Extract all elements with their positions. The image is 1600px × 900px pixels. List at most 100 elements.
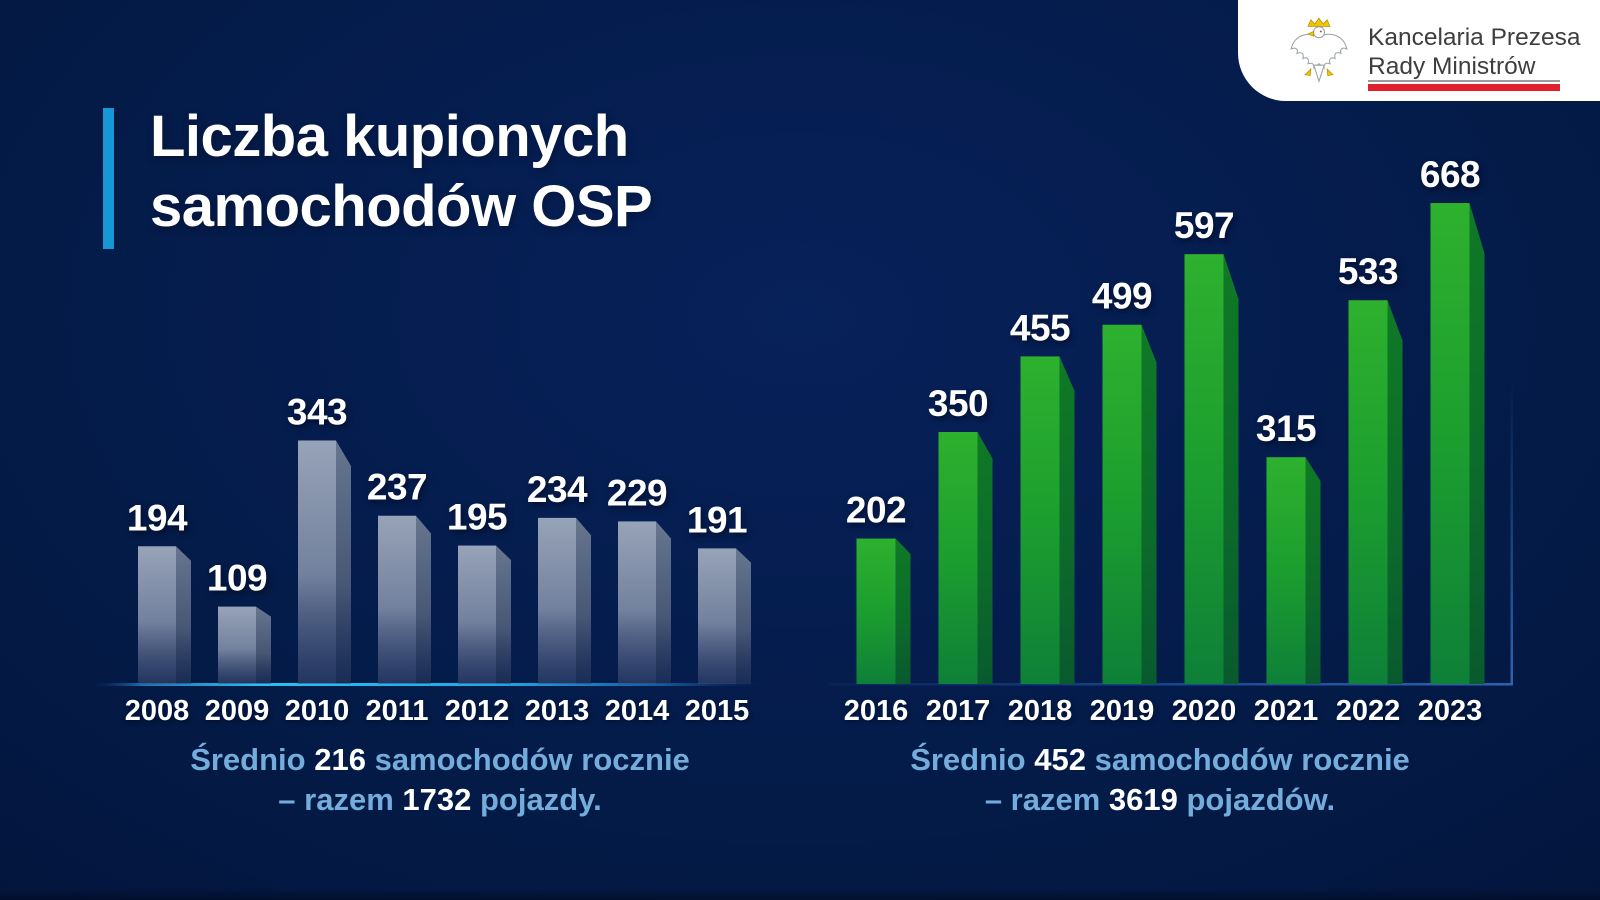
year-label: 2016 <box>844 695 909 727</box>
bar-side-face <box>656 521 671 684</box>
bar-value-label: 229 <box>607 472 667 513</box>
bar <box>218 606 256 684</box>
bar-value-label: 343 <box>287 391 347 432</box>
bar-value-label: 194 <box>127 497 188 538</box>
summary-text: pojazdy. <box>479 782 602 817</box>
bar-value-label: 315 <box>1256 408 1316 449</box>
bar <box>138 546 176 684</box>
summary-right-line1: Średnio 452 samochodów rocznie <box>810 740 1510 780</box>
summary-text: – razem <box>984 782 1101 817</box>
bar <box>1020 356 1060 684</box>
bar <box>938 432 978 684</box>
logo-divider-line <box>1368 80 1560 82</box>
summary-text: pojazdów. <box>1186 782 1336 817</box>
bar-side-face <box>336 440 351 684</box>
summary-right-line2: – razem 3619 pojazdów. <box>810 780 1510 820</box>
year-label: 2018 <box>1008 695 1073 727</box>
bar <box>856 538 896 684</box>
summary-text: – razem <box>278 782 394 817</box>
bar-chart-2008-2015: 194 2008 109 2009 343 2010 237 2011 195 2012 234 20… <box>95 391 763 727</box>
bar-side-face <box>1141 324 1157 684</box>
year-label: 2021 <box>1254 695 1319 727</box>
year-label: 2020 <box>1172 695 1237 727</box>
page-title-line1: Liczba kupionych <box>150 104 629 169</box>
logo-kprm: Kancelaria Prezesa Rady Ministrów <box>1238 0 1600 101</box>
bar <box>298 440 336 684</box>
bar <box>458 545 496 684</box>
year-label: 2017 <box>926 695 991 727</box>
bar <box>538 517 576 684</box>
bar-side-face <box>1387 300 1403 684</box>
year-label: 2011 <box>366 695 429 727</box>
bar <box>1266 457 1306 684</box>
bar <box>378 515 416 684</box>
bar-side-face <box>416 515 431 684</box>
title-block: Liczba kupionych samochodów OSP <box>103 102 653 249</box>
bar-value-label: 202 <box>846 490 906 531</box>
bar-value-label: 499 <box>1092 276 1152 317</box>
right-frame-line <box>1510 380 1513 683</box>
year-label: 2023 <box>1418 695 1483 727</box>
year-label: 2012 <box>445 695 510 727</box>
year-label: 2009 <box>205 695 270 727</box>
bar-value-label: 533 <box>1338 251 1398 292</box>
bar-side-face <box>256 606 271 684</box>
summary-text: samochodów rocznie <box>374 742 690 777</box>
bar-value-label: 668 <box>1420 154 1480 195</box>
summary-total-value: 3619 <box>1108 782 1178 817</box>
bar <box>1430 203 1470 684</box>
bar-side-face <box>736 548 751 684</box>
bar-side-face <box>1223 254 1239 684</box>
bar-value-label: 109 <box>207 558 267 599</box>
logo-red-line <box>1368 84 1560 91</box>
bar-value-label: 195 <box>447 497 507 538</box>
logo-text: Kancelaria Prezesa Rady Ministrów <box>1368 24 1580 81</box>
page-title-line2: samochodów OSP <box>150 174 653 240</box>
bar-side-face <box>895 538 911 684</box>
polish-eagle-icon <box>1290 17 1348 84</box>
bar-side-face <box>176 546 191 684</box>
title-accent-bar <box>103 108 114 249</box>
bar-value-label: 234 <box>527 469 588 510</box>
bar-chart-2016-2023: 202 2016 350 2017 455 2018 499 2019 597 2020 315 20… <box>828 154 1513 727</box>
summary-total-value: 1732 <box>402 782 472 817</box>
year-label: 2015 <box>685 695 750 727</box>
bar <box>618 521 656 684</box>
bar-value-label: 350 <box>928 383 988 424</box>
summary-left-line2: – razem 1732 pojazdy. <box>90 780 790 820</box>
year-label: 2019 <box>1090 695 1155 727</box>
bar <box>1184 254 1224 684</box>
summary-text: Średnio <box>190 742 306 777</box>
bar <box>1102 324 1142 684</box>
summary-left-line1: Średnio 216 samochodów rocznie <box>90 740 790 780</box>
bar-side-face <box>977 432 993 684</box>
bar-value-label: 597 <box>1174 205 1234 246</box>
summary-average-value: 452 <box>1034 742 1086 777</box>
bar-value-label: 455 <box>1010 307 1070 348</box>
year-label: 2013 <box>525 695 590 727</box>
x-axis-left <box>95 683 763 686</box>
summary-text: Średnio <box>910 742 1026 777</box>
logo-text-line2: Rady Ministrów <box>1368 52 1536 80</box>
summary-text: samochodów rocznie <box>1094 742 1410 777</box>
x-axis-right <box>828 683 1513 686</box>
bar <box>698 548 736 684</box>
bar-side-face <box>1059 356 1075 684</box>
year-label: 2008 <box>125 695 190 727</box>
bar-side-face <box>576 517 591 684</box>
bar <box>1348 300 1388 684</box>
bar-value-label: 191 <box>687 499 747 540</box>
page-title: Liczba kupionych samochodów OSP <box>150 102 653 249</box>
summary-average-value: 216 <box>314 742 366 777</box>
bar-side-face <box>496 545 511 684</box>
bar-side-face <box>1469 203 1485 684</box>
year-label: 2010 <box>285 695 350 727</box>
bar-value-label: 237 <box>367 467 427 508</box>
summary-right: Średnio 452 samochodów rocznie – razem 3… <box>810 740 1510 820</box>
year-label: 2014 <box>605 695 670 727</box>
bar-side-face <box>1305 457 1321 684</box>
summary-left: Średnio 216 samochodów rocznie – razem 1… <box>90 740 790 820</box>
logo-underline <box>1368 80 1560 91</box>
year-label: 2022 <box>1336 695 1401 727</box>
